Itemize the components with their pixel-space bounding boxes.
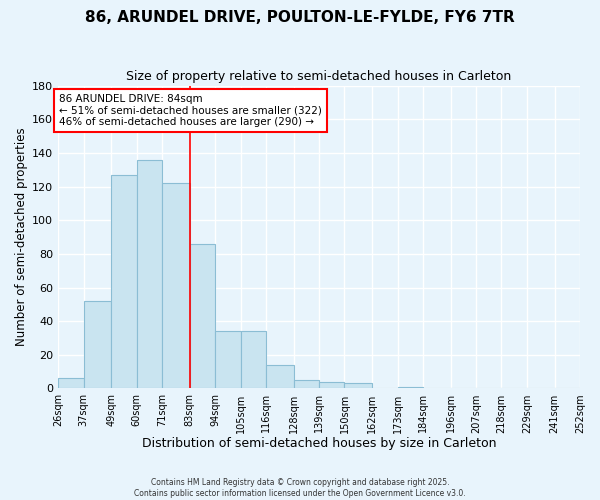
- Title: Size of property relative to semi-detached houses in Carleton: Size of property relative to semi-detach…: [127, 70, 512, 83]
- Text: 86, ARUNDEL DRIVE, POULTON-LE-FYLDE, FY6 7TR: 86, ARUNDEL DRIVE, POULTON-LE-FYLDE, FY6…: [85, 10, 515, 25]
- Bar: [344, 384, 372, 388]
- Bar: [162, 183, 190, 388]
- Bar: [137, 160, 162, 388]
- Bar: [190, 244, 215, 388]
- Bar: [398, 387, 423, 388]
- Bar: [83, 301, 111, 388]
- Bar: [58, 378, 83, 388]
- Bar: [293, 380, 319, 388]
- Text: Contains HM Land Registry data © Crown copyright and database right 2025.
Contai: Contains HM Land Registry data © Crown c…: [134, 478, 466, 498]
- Bar: [266, 365, 293, 388]
- Bar: [215, 332, 241, 388]
- Bar: [319, 382, 344, 388]
- Text: 86 ARUNDEL DRIVE: 84sqm
← 51% of semi-detached houses are smaller (322)
46% of s: 86 ARUNDEL DRIVE: 84sqm ← 51% of semi-de…: [59, 94, 322, 127]
- Bar: [241, 332, 266, 388]
- Y-axis label: Number of semi-detached properties: Number of semi-detached properties: [15, 128, 28, 346]
- X-axis label: Distribution of semi-detached houses by size in Carleton: Distribution of semi-detached houses by …: [142, 437, 496, 450]
- Bar: [111, 174, 137, 388]
